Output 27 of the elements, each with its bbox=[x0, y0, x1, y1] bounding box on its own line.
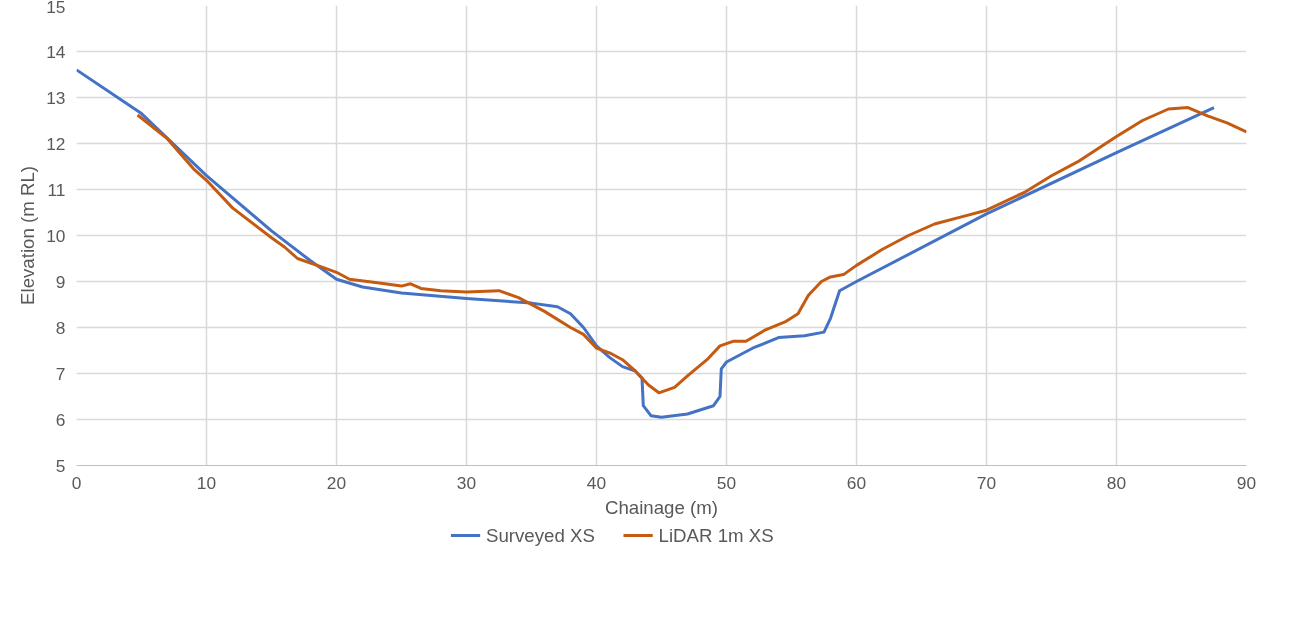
x-tick-label: 60 bbox=[846, 472, 867, 493]
y-tick-label: 5 bbox=[55, 455, 66, 476]
x-tick-label: 80 bbox=[1106, 472, 1127, 493]
y-tick-label: 14 bbox=[46, 41, 66, 62]
y-tick-label: 6 bbox=[55, 409, 66, 430]
y-tick-label: 8 bbox=[55, 317, 66, 338]
y-tick-label: 15 bbox=[46, 0, 66, 17]
x-axis-title: Chainage (m) bbox=[604, 496, 719, 518]
y-tick-label: 12 bbox=[46, 133, 66, 154]
y-tick-label: 9 bbox=[55, 271, 66, 292]
x-tick-label: 30 bbox=[456, 472, 477, 493]
y-tick-label: 11 bbox=[47, 179, 66, 200]
y-tick-label: 13 bbox=[46, 87, 66, 108]
x-tick-label: 40 bbox=[586, 472, 607, 493]
y-axis-title: Elevation (m RL) bbox=[17, 166, 39, 305]
x-tick-label: 20 bbox=[326, 472, 347, 493]
x-tick-label: 10 bbox=[196, 472, 217, 493]
x-tick-label: 70 bbox=[976, 472, 997, 493]
x-tick-label: 50 bbox=[716, 472, 737, 493]
x-tick-label: 0 bbox=[71, 472, 82, 493]
y-tick-label: 7 bbox=[55, 363, 66, 384]
legend-label: Surveyed XS bbox=[486, 525, 595, 546]
y-tick-label: 10 bbox=[46, 225, 66, 246]
legend-label: LiDAR 1m XS bbox=[658, 525, 774, 546]
line-series bbox=[136, 106, 1247, 395]
line-series bbox=[76, 68, 1216, 419]
x-tick-label: 90 bbox=[1236, 472, 1257, 493]
